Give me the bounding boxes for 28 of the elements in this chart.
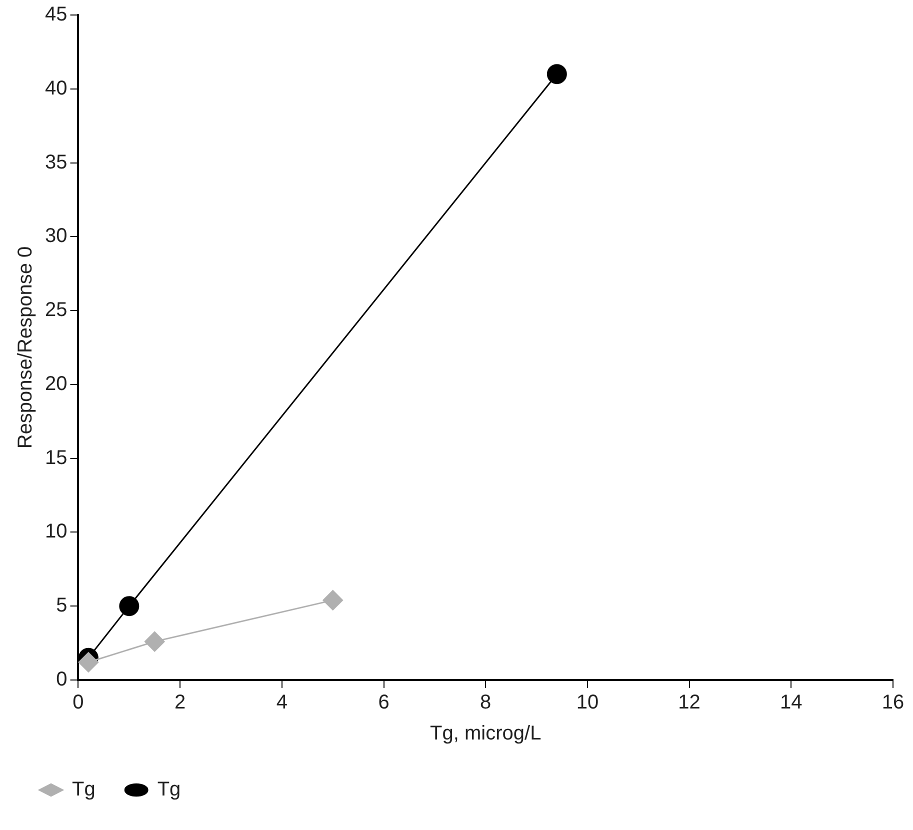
x-tick-label: 6 — [378, 692, 390, 714]
y-tick-label: 35 — [44, 151, 68, 174]
y-tick-label: 45 — [44, 4, 68, 26]
point — [144, 632, 165, 652]
y-tick-label: 10 — [44, 520, 68, 543]
point — [119, 596, 140, 616]
y-axis-title: Response/Response 0 — [14, 246, 37, 449]
x-tick-label: 12 — [678, 692, 700, 714]
x-axis-title: Tg, microg/L — [430, 722, 542, 745]
point — [546, 64, 567, 84]
x-tick-label: 4 — [276, 692, 288, 714]
y-tick-label: 25 — [44, 299, 68, 322]
y-tick-label: 40 — [44, 77, 68, 100]
legend-label: Tg — [72, 778, 96, 801]
point — [78, 652, 98, 672]
x-tick-label: 16 — [882, 692, 904, 714]
x-tick-label: 10 — [576, 692, 599, 714]
x-tick-label: 2 — [174, 692, 186, 714]
y-tick-label: 0 — [56, 668, 68, 691]
x-tick-label: 0 — [72, 692, 84, 714]
x-tick-label: 8 — [480, 692, 492, 714]
y-tick-label: 30 — [44, 225, 68, 248]
x-tick-label: 14 — [780, 692, 802, 714]
legend-label: Tg — [157, 778, 181, 801]
y-tick-label: 5 — [56, 594, 68, 617]
y-tick-label: 20 — [44, 372, 68, 395]
y-tick-label: 15 — [44, 446, 68, 469]
point — [322, 590, 343, 610]
